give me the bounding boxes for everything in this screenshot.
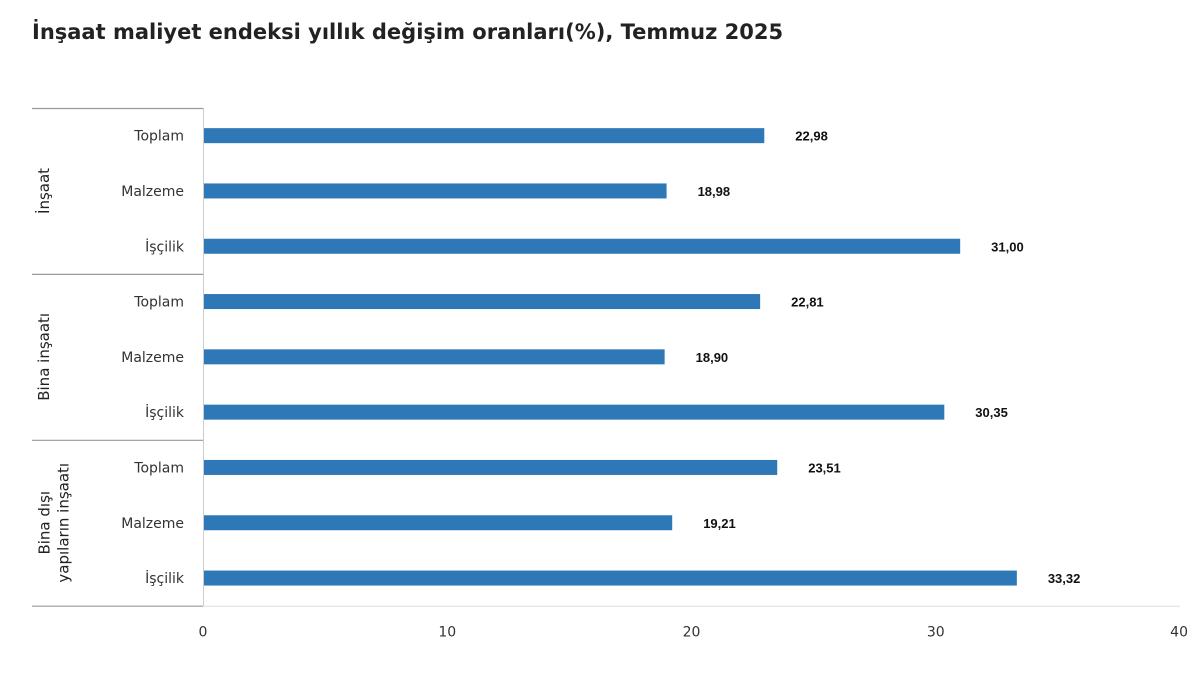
x-tick-label: 10 (438, 625, 456, 641)
category-label: İşçilik (145, 403, 185, 421)
category-label: Toplam (133, 295, 184, 311)
value-label: 22,98 (795, 129, 828, 144)
category-label: İşçilik (145, 237, 185, 255)
value-label: 22,81 (791, 295, 824, 310)
bar (204, 404, 945, 420)
bar (204, 515, 673, 531)
bars (204, 128, 1017, 586)
category-label: Malzeme (121, 516, 184, 532)
group-label: Bina inşaatı (35, 313, 53, 401)
value-labels: 22,98 18,98 31,00 22,81 18,90 30,35 23,51 19,21… (696, 129, 1081, 586)
group-label-line: İnşaat (34, 168, 53, 214)
x-tick-label: 20 (683, 625, 701, 641)
value-label: 18,90 (696, 350, 729, 365)
chart-axes (32, 107, 1180, 607)
category-label: Malzeme (121, 184, 184, 200)
x-tick-label: 40 (1170, 625, 1188, 641)
value-label: 18,98 (698, 184, 731, 199)
x-tick-labels: 0 10 20 30 40 (199, 625, 1188, 641)
group-labels: İnşaat Bina inşaatı Bina dışıyapıların inş… (34, 168, 73, 583)
category-label: Malzeme (121, 350, 184, 366)
bar (204, 459, 778, 475)
bar (204, 128, 765, 144)
group-label-line: yapıların inşaatı (55, 463, 73, 583)
category-label: Toplam (133, 460, 184, 476)
value-label: 23,51 (808, 460, 841, 475)
bar (204, 294, 761, 310)
group-label-line: Bina dışı (36, 491, 54, 555)
x-tick-label: 0 (199, 625, 208, 641)
group-label: İnşaat (34, 168, 53, 214)
bar (204, 183, 667, 199)
category-label: İşçilik (145, 569, 185, 587)
value-label: 19,21 (703, 516, 736, 531)
value-label: 33,32 (1048, 571, 1081, 586)
bar (204, 349, 665, 365)
category-labels: Toplam Malzeme İşçilik Toplam Malzeme İşçilik… (121, 129, 185, 587)
group-label-line: Bina inşaatı (35, 313, 53, 401)
x-tick-label: 30 (927, 625, 945, 641)
bar (204, 238, 961, 254)
bar (204, 570, 1017, 586)
value-label: 30,35 (975, 405, 1008, 420)
category-label: Toplam (133, 129, 184, 145)
chart-title: İnşaat maliyet endeksi yıllık değişim or… (32, 20, 784, 44)
group-label: Bina dışıyapıların inşaatı (36, 463, 73, 583)
value-label: 31,00 (991, 239, 1024, 254)
